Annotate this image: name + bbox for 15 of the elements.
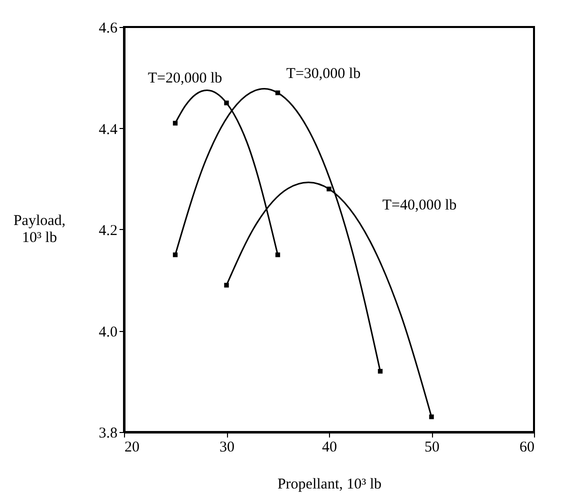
series-label: T=20,000 lb: [148, 70, 222, 86]
y-tick-label: 3.8: [98, 426, 118, 442]
series-label: T=30,000 lb: [286, 66, 361, 82]
y-tick-label: 4.2: [98, 223, 118, 239]
x-axis-title: Propellant, 10³ lb: [277, 476, 382, 492]
x-tick-label: 50: [424, 440, 440, 456]
x-tick-label: 40: [322, 440, 337, 456]
y-tick-label: 4.4: [98, 122, 118, 138]
x-tick-label: 30: [220, 440, 234, 456]
y-tick-label: 4.6: [98, 20, 118, 36]
x-tick-label: 20: [124, 440, 140, 456]
series-label: T=40,000 lb: [382, 197, 457, 214]
y-tick-label: 4.0: [98, 324, 118, 340]
y-axis-title: Payload, 10³ lb: [13, 213, 66, 246]
x-tick-label: 60: [520, 440, 534, 456]
